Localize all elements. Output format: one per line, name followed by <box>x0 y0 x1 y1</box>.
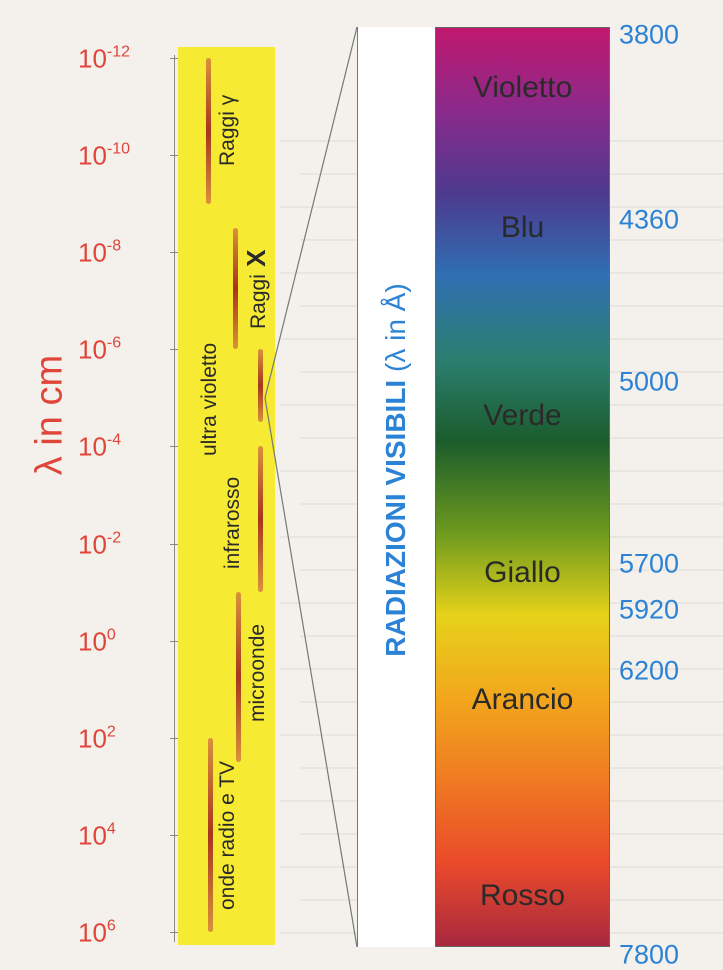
axis-line <box>174 55 175 942</box>
visible-label-box <box>357 27 436 947</box>
tick-label: 10-4 <box>78 431 166 462</box>
band-range-bar <box>258 446 263 593</box>
wavelength-label: 7800 <box>619 939 680 970</box>
tick-base: 10 <box>78 626 107 657</box>
tick-exponent: -8 <box>106 237 122 255</box>
band-range-bar <box>258 349 263 423</box>
band-range-bar <box>208 737 213 932</box>
color-label-rosso: Rosso <box>479 879 566 912</box>
tick-mark <box>170 58 180 59</box>
tick-mark <box>170 252 180 254</box>
wavelength-label: 5700 <box>619 548 680 579</box>
tick-mark <box>170 737 180 739</box>
wavelength-label: 3800 <box>619 19 680 50</box>
tick-base: 10 <box>78 334 107 365</box>
tick-label: 10-6 <box>78 334 166 365</box>
visible-spectrum-bar: Violetto Blu Verde Giallo Arancio Rosso <box>435 27 610 947</box>
tick-exponent: 2 <box>106 723 116 741</box>
tick-label: 106 <box>78 917 166 948</box>
color-label-verde: Verde <box>483 399 562 432</box>
color-label-violetto: Violetto <box>472 71 573 104</box>
tick-label: 10-12 <box>78 43 166 74</box>
tick-mark <box>170 543 180 545</box>
tick-exponent: -12 <box>106 43 131 61</box>
band-range-bar <box>233 227 238 350</box>
wavelength-label: 5920 <box>619 594 680 625</box>
color-label-blu: Blu <box>500 211 545 244</box>
tick-mark <box>170 640 180 642</box>
tick-exponent: -2 <box>106 529 122 547</box>
tick-exponent: 0 <box>106 626 116 644</box>
tick-mark <box>170 349 180 351</box>
tick-mark <box>170 446 180 448</box>
tick-base: 10 <box>78 140 107 171</box>
tick-label: 102 <box>78 723 166 754</box>
visible-unit-text: (λ in Å) <box>380 283 411 372</box>
tick-exponent: 6 <box>106 917 116 935</box>
tick-base: 10 <box>78 529 107 560</box>
tick-label: 104 <box>78 820 166 851</box>
tick-mark <box>170 155 180 157</box>
tick-base: 10 <box>78 431 107 462</box>
wavelength-label: 5000 <box>619 366 680 397</box>
tick-exponent: 4 <box>106 820 116 838</box>
band-range-bar <box>236 592 241 763</box>
tick-label: 10-8 <box>78 237 166 268</box>
tick-label: 100 <box>78 626 166 657</box>
visible-title-text: RADIAZIONI VISIBILI <box>380 379 411 657</box>
tick-exponent: -4 <box>106 431 122 449</box>
tick-label: 10-10 <box>78 140 166 171</box>
tick-base: 10 <box>78 237 107 268</box>
tick-mark <box>170 834 180 836</box>
band-range-bar <box>206 58 211 204</box>
tick-exponent: -10 <box>106 140 131 158</box>
color-label-giallo: Giallo <box>484 556 561 589</box>
tick-mark <box>170 932 180 933</box>
tick-base: 10 <box>78 917 107 948</box>
tick-label: 10-2 <box>78 529 166 560</box>
color-label-arancio: Arancio <box>471 683 574 716</box>
tick-base: 10 <box>78 43 107 74</box>
tick-exponent: -6 <box>106 334 122 352</box>
visible-radiation-title: RADIAZIONI VISIBILI (λ in Å) <box>380 283 412 656</box>
wavelength-label: 4360 <box>619 204 680 235</box>
wavelength-label: 6200 <box>619 655 680 686</box>
tick-base: 10 <box>78 723 107 754</box>
tick-base: 10 <box>78 820 107 851</box>
